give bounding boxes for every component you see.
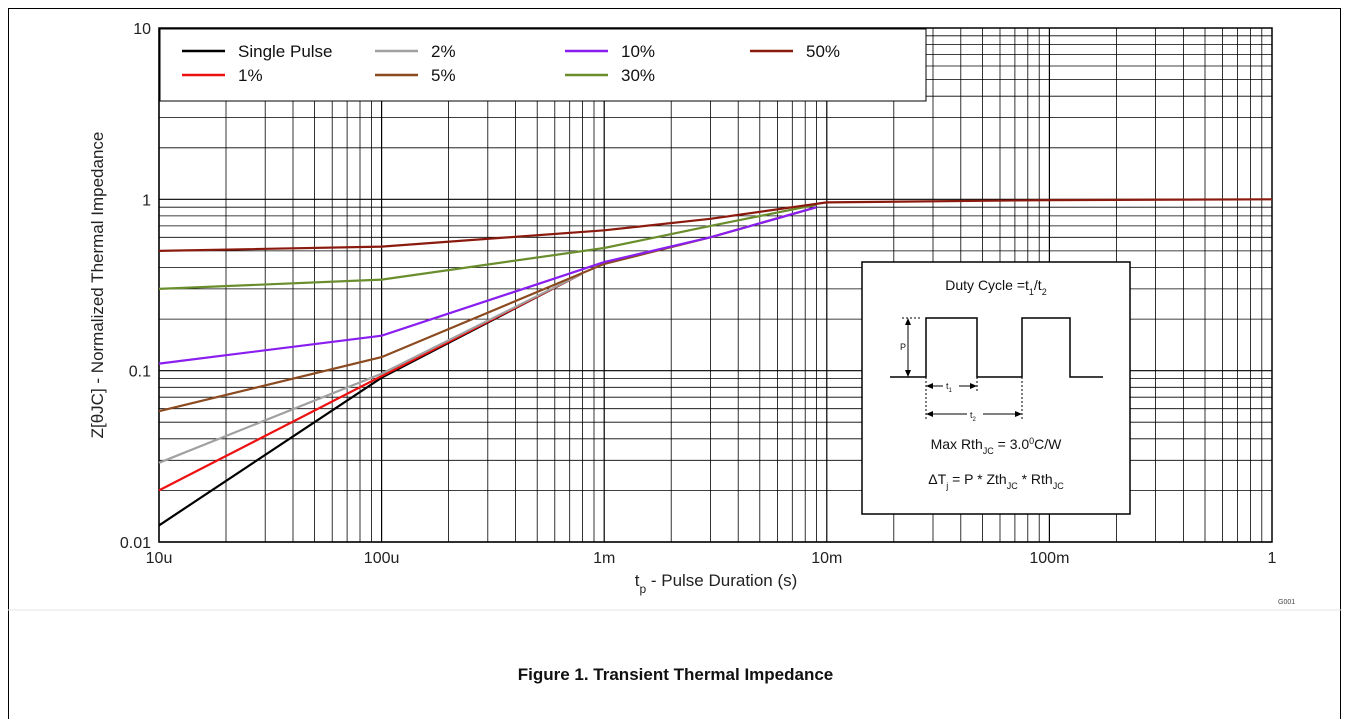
- inset-box: [861, 261, 1131, 515]
- legend-label: 5%: [431, 66, 456, 85]
- x-tick-label: 100m: [1029, 550, 1069, 567]
- legend: Single Pulse 1% 2% 5% 10% 30% 50%: [159, 28, 927, 102]
- y-tick-label: 1: [142, 192, 151, 209]
- p-arrow-down: [905, 370, 911, 377]
- legend-label: 1%: [238, 66, 263, 85]
- tick-labels: 10u 100u 1m 10m 100m 1 0.01 0.1 1 10: [120, 21, 1277, 567]
- series-line: [158, 198, 1273, 252]
- series-lines: [158, 198, 1273, 527]
- legend-label: 30%: [621, 66, 655, 85]
- pulse-waveform: [890, 317, 1103, 378]
- t1-label: t1: [946, 381, 953, 394]
- x-axis-label: tp - Pulse Duration (s): [635, 571, 798, 596]
- x-tick-label: 1m: [593, 550, 615, 567]
- series-line: [158, 272, 584, 464]
- y-tick-label: 0.1: [129, 364, 151, 381]
- legend-box: [159, 28, 927, 102]
- t1-arrow-right: [970, 383, 977, 389]
- legend-label: 2%: [431, 42, 456, 61]
- series-line: [158, 203, 817, 290]
- t1-label-bg: [943, 379, 959, 392]
- y-tick-label: 10: [133, 21, 151, 38]
- legend-label: 50%: [806, 42, 840, 61]
- t2-arrow-left: [926, 411, 933, 417]
- x-tick-label: 100u: [364, 550, 400, 567]
- chart: 10u 100u 1m 10m 100m 1 0.01 0.1 1 10 tp - Pulse D…: [8, 21, 1341, 611]
- legend-label: 10%: [621, 42, 655, 61]
- x-tick-label: 10m: [811, 550, 842, 567]
- p-label: P: [900, 342, 906, 352]
- t1-arrow-left: [926, 383, 933, 389]
- inset-title: Duty Cycle =t1/t2: [945, 277, 1046, 297]
- x-tick-label: 1: [1268, 550, 1277, 567]
- delta-tj-text: ΔTj = P * ZthJC * RthJC: [928, 471, 1064, 491]
- t2-label-bg: [967, 407, 983, 420]
- series-line: [158, 206, 817, 365]
- duty-cycle-inset: Duty Cycle =t1/t2 P t1 t2 Max RthJC = 3.…: [861, 261, 1131, 515]
- figure-caption: Figure 1. Transient Thermal Impedance: [517, 665, 834, 684]
- t2-arrow-right: [1015, 411, 1022, 417]
- figure-code: G001: [1278, 599, 1295, 606]
- plot-border: [158, 27, 1273, 543]
- max-rth-text: Max RthJC = 3.00C/W: [931, 436, 1063, 456]
- y-axis-label: Z[θJC] - Normalized Thermal Impedance: [88, 132, 107, 439]
- t2-label: t2: [970, 410, 977, 423]
- legend-label: Single Pulse: [238, 42, 333, 61]
- p-arrow-up: [905, 318, 911, 325]
- series-line: [158, 272, 584, 527]
- figure-frame: [8, 8, 1341, 719]
- x-tick-label: 10u: [146, 550, 173, 567]
- y-tick-label: 0.01: [120, 535, 151, 552]
